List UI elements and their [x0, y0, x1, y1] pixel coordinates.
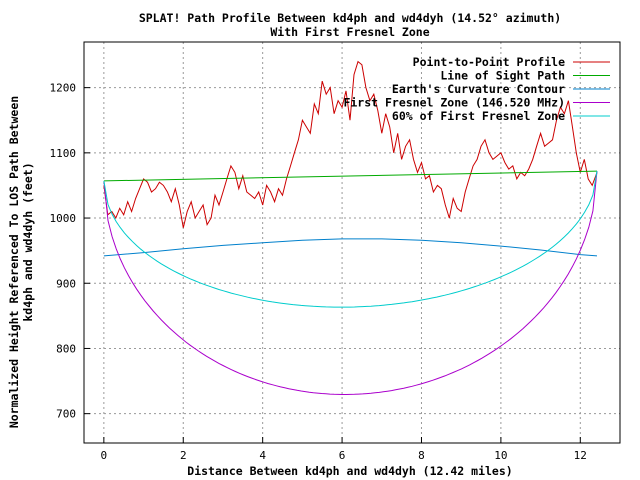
legend-label: Point-to-Point Profile	[413, 55, 565, 69]
series-line-2	[103, 238, 598, 257]
series-line-4	[103, 171, 598, 308]
chart-title: SPLAT! Path Profile Between kd4ph and wd…	[139, 11, 561, 25]
y-tick-label: 1200	[50, 82, 77, 95]
x-axis-label: Distance Between kd4ph and wd4dyh (12.42…	[187, 464, 512, 478]
y-axis-label-line1: Normalized Height Referenced To LOS Path…	[7, 96, 21, 428]
legend-label: 60% of First Fresnel Zone	[392, 109, 565, 123]
chart-subtitle: With First Fresnel Zone	[270, 25, 429, 39]
legend-label: Earth's Curvature Contour	[392, 82, 565, 96]
x-tick-label: 10	[494, 449, 507, 462]
y-tick-label: 1100	[50, 147, 77, 160]
x-tick-label: 8	[418, 449, 425, 462]
x-tick-label: 12	[574, 449, 587, 462]
plot-frame	[83, 41, 621, 444]
x-tick-label: 2	[180, 449, 187, 462]
series-line-3	[103, 171, 598, 395]
x-tick-label: 0	[101, 449, 108, 462]
y-tick-label: 800	[56, 342, 76, 355]
x-tick-label: 6	[339, 449, 346, 462]
x-tick-label: 4	[259, 449, 266, 462]
legend-label: Line of Sight Path	[440, 69, 565, 83]
ticks: 0 2 4 6 8 10 12 700 800 900 1000 1100 1200	[50, 82, 587, 462]
y-tick-label: 1000	[50, 212, 77, 225]
y-axis-label-line2: kd4ph and wd4dyh (feet)	[21, 162, 35, 321]
grid	[84, 42, 620, 443]
series-line-0	[103, 60, 598, 228]
series-group	[103, 60, 598, 395]
series-line-1	[103, 170, 598, 182]
y-tick-label: 700	[56, 408, 76, 421]
y-tick-label: 900	[56, 277, 76, 290]
legend-label: First Fresnel Zone (146.520 MHz)	[343, 96, 565, 110]
